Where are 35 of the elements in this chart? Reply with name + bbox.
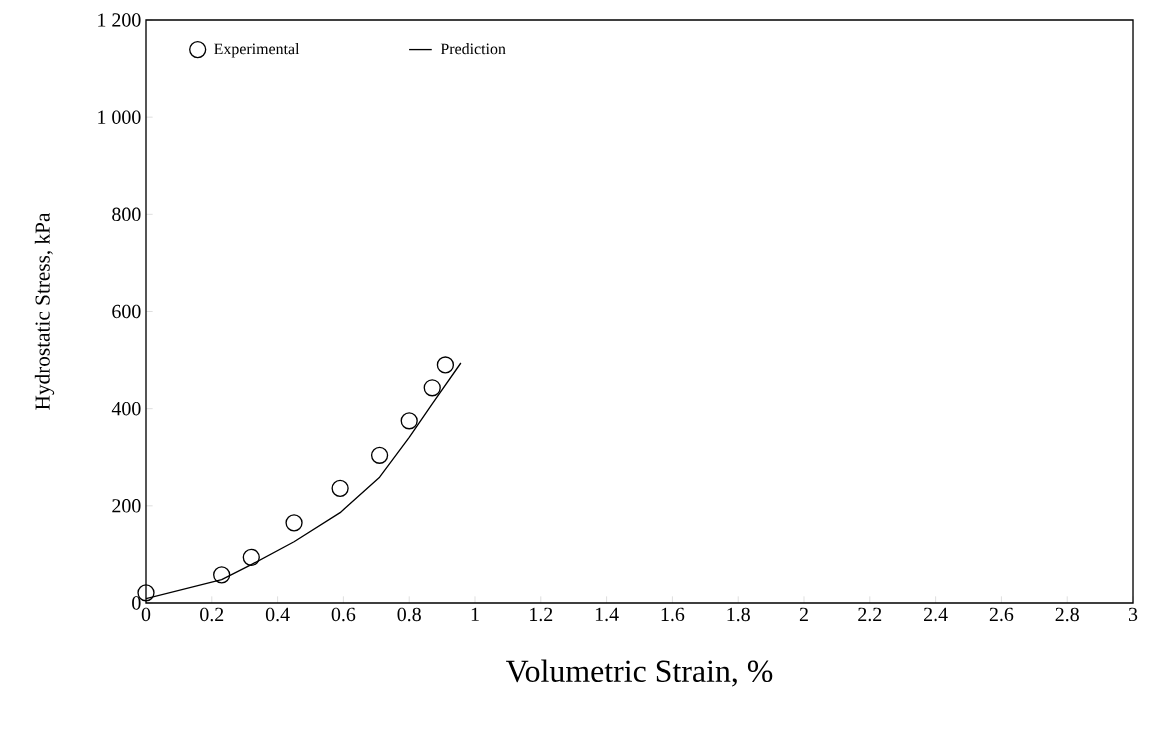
x-tick-label: 0.6 (331, 607, 356, 622)
x-tick-label: 1.8 (727, 607, 750, 622)
point (285, 514, 303, 532)
x-axis-title: Volumetric Strain, % (506, 659, 773, 687)
y-tick-label: 0 (132, 596, 141, 610)
y-tick-label: 800 (112, 207, 141, 222)
y-axis-title: Hydrostatic Stress, kPa (34, 212, 55, 410)
x-tick-label: 2.4 (924, 607, 948, 622)
point (423, 379, 441, 397)
point (400, 412, 418, 430)
point (370, 446, 389, 464)
y-tick-label: 1 200 (98, 13, 141, 27)
x-tick-label: 1.6 (661, 607, 685, 622)
x-tick-label: 0.2 (200, 607, 224, 622)
point (242, 548, 260, 566)
x-tick-label: 0.4 (265, 607, 290, 622)
x-tick-label: 2.8 (1055, 607, 1079, 622)
x-tick-label: 0.8 (397, 607, 421, 622)
x-tick-label: 2.6 (989, 607, 1014, 622)
legend-label: Experimental (214, 43, 300, 58)
y-tick-label: 1 000 (98, 110, 141, 124)
y-tick-label: 600 (112, 304, 141, 319)
x-tick-label: 2.2 (858, 607, 882, 622)
x-tick-label: 2 (799, 607, 808, 621)
x-tick-label: 3 (1128, 607, 1138, 622)
y-tick-label: 200 (112, 499, 141, 513)
y-tick-label: 400 (111, 401, 141, 416)
x-tick-label: 1.2 (530, 607, 553, 622)
x-tick-label: 1.4 (595, 607, 619, 622)
legend-label: Prediction (440, 43, 506, 55)
point (436, 356, 455, 374)
point (331, 479, 349, 497)
x-tick-label: 0 (141, 607, 151, 622)
point (213, 566, 231, 584)
x-tick-label: 1 (471, 607, 479, 621)
